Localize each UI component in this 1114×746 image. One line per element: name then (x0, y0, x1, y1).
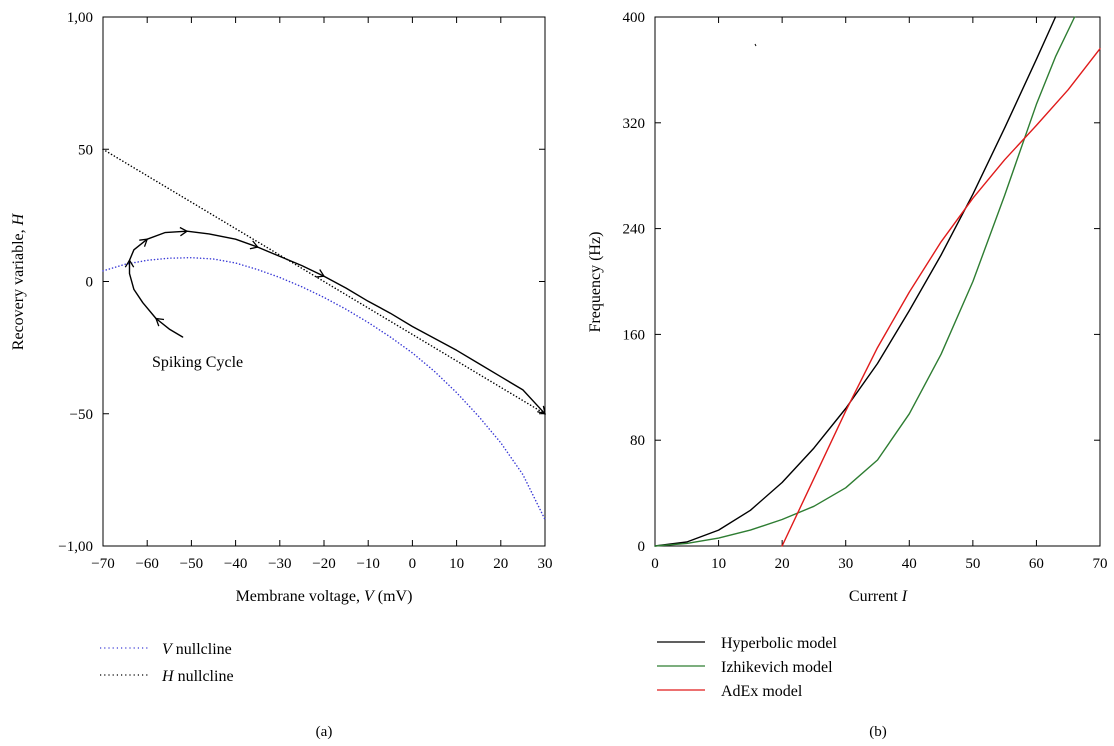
trajectory-arrowhead (124, 259, 135, 268)
panel-a-caption: (a) (316, 724, 333, 740)
panel-a-x-tick-label: −60 (135, 556, 158, 572)
panel-a-y-tick-label: 1,00 (67, 10, 93, 26)
panel-a-y-tick-label: 0 (86, 275, 94, 291)
legend-label-h-nullcline: H nullcline (161, 668, 234, 685)
panel-a-y-axis-label: Recovery variable, H (10, 212, 27, 350)
panel-a-ticks (102, 16, 546, 547)
panel-b-series-hyperbolic-model (654, 16, 1057, 547)
panel-b-x-tick-label: 0 (651, 556, 659, 572)
panel-b-y-tick-label: 400 (623, 10, 646, 26)
panel-a-x-tick-label: 0 (409, 556, 417, 572)
panel-b-frame (654, 16, 1101, 547)
panel-a: −70 −60 −50 −40 −30 −20 −10 0 10 20 30 −1,00 −50 0 50 1… (10, 10, 553, 740)
panel-a-x-axis-label: Membrane voltage, V (mV) (236, 588, 413, 605)
panel-a-y-tick-label: −50 (70, 407, 93, 423)
trajectory-arrowhead (179, 226, 189, 237)
panel-b-ticks (654, 16, 1101, 547)
trajectory-arrowhead (537, 405, 546, 415)
panel-a-x-tick-label: 20 (493, 556, 508, 572)
spiking-cycle-annotation: Spiking Cycle (152, 354, 243, 371)
panel-b-legend: Hyperbolic model Izhikevich model AdEx m… (657, 635, 838, 700)
panel-a-x-tick-label: −70 (91, 556, 114, 572)
panel-b-y-tick-label: 0 (638, 539, 646, 555)
panel-b-x-tick-label: 40 (902, 556, 917, 572)
legend-label-hyperbolic: Hyperbolic model (721, 635, 838, 652)
panel-b-x-tick-label: 10 (711, 556, 726, 572)
panel-a-arrows (124, 226, 546, 415)
panel-a-series-h-nullcline (102, 148, 546, 415)
panel-b: 0 10 20 30 40 50 60 70 0 80 160 240 320 400 Current I… (587, 10, 1108, 740)
panel-b-series (654, 16, 1101, 547)
panel-a-series (102, 148, 546, 521)
trajectory-arrowhead (315, 269, 326, 278)
panel-b-series-izhikevich-model (654, 16, 1076, 547)
panel-b-y-tick-label: 80 (630, 433, 645, 449)
legend-label-v-nullcline: V nullcline (162, 641, 232, 658)
panel-a-x-tick-label: 10 (449, 556, 464, 572)
panel-a-series-spiking-cycle-trajectory (128, 230, 546, 415)
panel-b-x-tick-label: 30 (838, 556, 853, 572)
panel-a-series-v-nullcline (102, 256, 546, 521)
panel-b-caption: (b) (869, 724, 887, 740)
panel-a-y-tick-label: −1,00 (58, 539, 93, 555)
panel-b-series-adex-model (781, 48, 1101, 547)
panel-b-y-tick-label: 160 (623, 327, 646, 343)
panel-a-x-tick-label: 30 (538, 556, 553, 572)
panel-a-x-tick-label: −50 (180, 556, 203, 572)
panel-a-x-tick-label: −20 (312, 556, 335, 572)
panel-b-y-axis-label: Frequency (Hz) (587, 232, 604, 333)
panel-a-y-tick-label: 50 (78, 142, 93, 158)
panel-b-x-axis-label: Current I (849, 588, 908, 605)
panel-b-y-tick-label: 320 (623, 116, 646, 132)
panel-a-tick-labels: −70 −60 −50 −40 −30 −20 −10 0 10 20 30 −1,00 −50 0 50 1… (58, 10, 552, 572)
panel-b-y-tick-label: 240 (623, 222, 646, 238)
trajectory-arrowhead (139, 238, 149, 247)
panel-b-tick-labels: 0 10 20 30 40 50 60 70 0 80 160 240 320 400 (623, 10, 1108, 572)
panel-a-legend: V nullcline H nullcline (100, 641, 234, 685)
panel-a-x-tick-label: −10 (356, 556, 379, 572)
stray-mark (754, 43, 757, 47)
panel-a-x-tick-label: −30 (268, 556, 291, 572)
panel-b-x-tick-label: 20 (775, 556, 790, 572)
panel-a-x-tick-label: −40 (224, 556, 247, 572)
legend-label-adex: AdEx model (721, 683, 803, 700)
legend-label-izhikevich: Izhikevich model (721, 659, 833, 676)
panel-b-x-tick-label: 60 (1029, 556, 1044, 572)
trajectory-arrowhead (249, 240, 259, 250)
panel-b-x-tick-label: 70 (1093, 556, 1108, 572)
panel-b-x-tick-label: 50 (965, 556, 980, 572)
trajectory-arrowhead (155, 317, 165, 327)
